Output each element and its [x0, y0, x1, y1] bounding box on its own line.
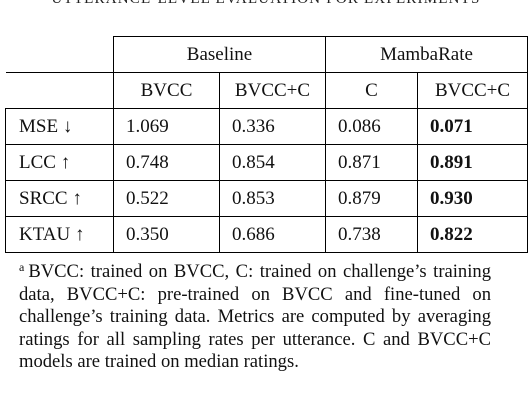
table-row: LCC ↑ 0.748 0.854 0.871 0.891 — [5, 144, 529, 181]
table-cell-best: 0.891 — [416, 144, 529, 181]
metric-label: KTAU ↑ — [5, 216, 114, 253]
table-cell: 0.738 — [325, 216, 418, 253]
table-cell: 0.879 — [325, 180, 418, 217]
group-header-row: Baseline MambaRate — [5, 36, 529, 73]
column-header: C — [325, 72, 418, 109]
corner-cell — [5, 72, 114, 109]
table-row: SRCC ↑ 0.522 0.853 0.879 0.930 — [5, 180, 529, 217]
column-header: BVCC+C — [219, 72, 326, 109]
column-header-row: BVCC BVCC+C C BVCC+C — [5, 72, 529, 109]
table-cell: 0.748 — [113, 144, 220, 181]
table-cell: 0.854 — [219, 144, 326, 181]
metric-label: LCC ↑ — [5, 144, 114, 181]
table-cell-best: 0.071 — [416, 108, 529, 145]
group-header-mambarate: MambaRate — [324, 36, 529, 73]
table-footnote: a BVCC: trained on BVCC, C: trained on ch… — [19, 256, 491, 374]
table-cell-best: 0.822 — [416, 216, 529, 253]
column-header: BVCC+C — [416, 72, 529, 109]
table-cell: 0.686 — [219, 216, 326, 253]
table-cell: 0.871 — [325, 144, 418, 181]
table-row: MSE ↓ 1.069 0.336 0.086 0.071 — [5, 108, 529, 145]
table-cell: 0.853 — [219, 180, 326, 217]
footnote-text: BVCC: trained on BVCC, C: trained on cha… — [19, 261, 491, 372]
table-cell: 1.069 — [113, 108, 220, 145]
corner-cell — [5, 36, 114, 73]
metric-label: MSE ↓ — [5, 108, 114, 145]
table-cell: 0.086 — [325, 108, 418, 145]
footnote-marker: a — [19, 260, 25, 274]
table-row: KTAU ↑ 0.350 0.686 0.738 0.822 — [5, 216, 529, 253]
results-table: Baseline MambaRate BVCC BVCC+C C BVCC+C … — [5, 36, 529, 253]
table-caption: UTTERANCE-LEVEL EVALUATION FOR EXPERIMEN… — [0, 0, 532, 8]
table-cell-best: 0.930 — [416, 180, 529, 217]
table-cell: 0.350 — [113, 216, 220, 253]
metric-label: SRCC ↑ — [5, 180, 114, 217]
table-cell: 0.522 — [113, 180, 220, 217]
column-header: BVCC — [113, 72, 220, 109]
table-cell: 0.336 — [219, 108, 326, 145]
group-header-baseline: Baseline — [113, 36, 326, 73]
